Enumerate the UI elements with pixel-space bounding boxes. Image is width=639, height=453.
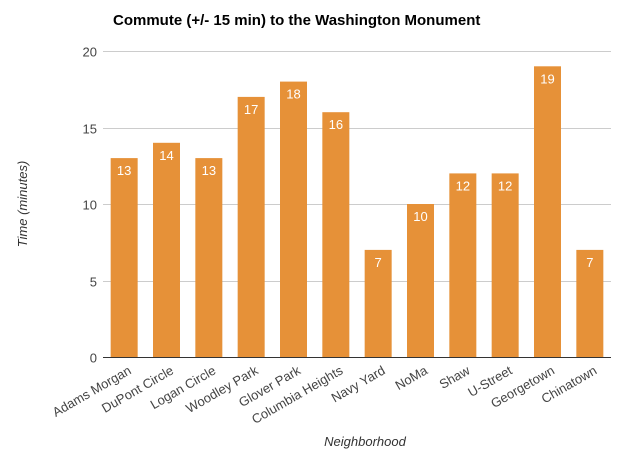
bar <box>449 173 477 357</box>
chart-title: Commute (+/- 15 min) to the Washington M… <box>113 12 480 29</box>
y-tick-label: 20 <box>83 45 97 60</box>
bar-data-label: 7 <box>375 255 382 270</box>
y-axis-ticks: 0 5 10 15 20 <box>83 45 97 366</box>
bar-data-label: 17 <box>244 102 258 117</box>
bar <box>322 112 350 357</box>
bar <box>364 249 392 357</box>
bar <box>491 173 519 357</box>
bar <box>407 204 434 357</box>
bar-data-label: 10 <box>413 209 427 224</box>
bar-data-label: 12 <box>456 178 470 193</box>
y-tick-label: 0 <box>90 351 97 366</box>
bar-data-label: 14 <box>159 148 173 163</box>
bar <box>237 96 265 358</box>
x-axis-label: Neighborhood <box>324 434 406 449</box>
gridlines <box>103 51 611 358</box>
bar-data-label: 16 <box>329 117 343 132</box>
bar <box>534 66 561 358</box>
bar-data-label: 18 <box>286 87 300 102</box>
bar-data-label: 13 <box>117 163 131 178</box>
bar-data-label: 7 <box>586 255 593 270</box>
bar <box>195 158 223 357</box>
bar <box>153 142 180 357</box>
bar-data-label: 13 <box>202 163 216 178</box>
y-axis-label: Time (minutes) <box>15 161 30 248</box>
y-tick-label: 10 <box>83 198 97 213</box>
y-tick-label: 5 <box>90 275 97 290</box>
bar-data-label: 12 <box>498 178 512 193</box>
bars: 13 14 13 17 18 16 7 10 12 12 19 7 <box>110 66 604 358</box>
y-tick-label: 15 <box>83 122 97 137</box>
bar-data-label: 19 <box>540 71 554 86</box>
bar <box>280 81 307 357</box>
bar <box>576 249 604 357</box>
x-tick-label: NoMa <box>392 362 430 393</box>
bar <box>110 158 138 357</box>
